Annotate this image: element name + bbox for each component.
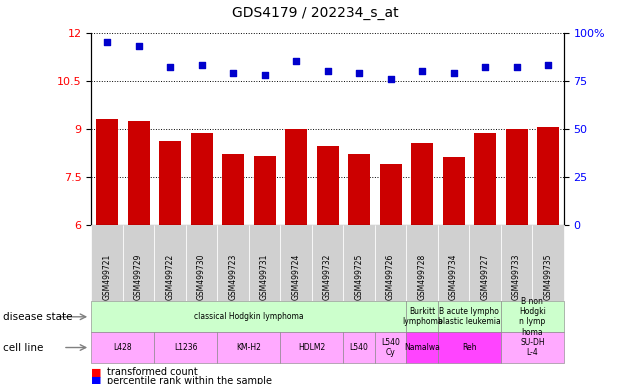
- Point: [291, 58, 301, 65]
- Text: Reh: Reh: [462, 343, 477, 352]
- Point: [323, 68, 333, 74]
- Text: GSM499732: GSM499732: [323, 253, 332, 300]
- Text: L428: L428: [113, 343, 132, 352]
- Text: cell line: cell line: [3, 343, 43, 353]
- Text: L1236: L1236: [174, 343, 198, 352]
- Bar: [253, 156, 276, 225]
- Text: GSM499734: GSM499734: [449, 253, 458, 300]
- Text: disease state: disease state: [3, 312, 72, 322]
- Text: Namalwa: Namalwa: [404, 343, 440, 352]
- Text: classical Hodgkin lymphoma: classical Hodgkin lymphoma: [194, 312, 304, 321]
- Text: GSM499723: GSM499723: [229, 253, 238, 300]
- Point: [449, 70, 459, 76]
- Bar: [443, 157, 465, 225]
- Point: [512, 64, 522, 70]
- Text: transformed count: transformed count: [107, 367, 198, 377]
- Bar: [222, 154, 244, 225]
- Point: [417, 68, 427, 74]
- Point: [480, 64, 490, 70]
- Text: Burkitt
lymphoma: Burkitt lymphoma: [402, 307, 442, 326]
- Text: GSM499725: GSM499725: [355, 253, 364, 300]
- Text: SU-DH
L-4: SU-DH L-4: [520, 338, 545, 357]
- Text: HDLM2: HDLM2: [298, 343, 326, 352]
- Point: [260, 72, 270, 78]
- Text: GSM499722: GSM499722: [166, 253, 175, 300]
- Bar: [285, 129, 307, 225]
- Text: ■: ■: [91, 367, 102, 377]
- Bar: [348, 154, 370, 225]
- Text: GSM499730: GSM499730: [197, 253, 206, 300]
- Bar: [506, 129, 528, 225]
- Text: GSM499724: GSM499724: [292, 253, 301, 300]
- Text: B non
Hodgki
n lymp
homa: B non Hodgki n lymp homa: [519, 297, 546, 337]
- Text: L540: L540: [350, 343, 369, 352]
- Text: GSM499727: GSM499727: [481, 253, 490, 300]
- Text: L540
Cy: L540 Cy: [381, 338, 400, 357]
- Bar: [317, 146, 339, 225]
- Text: GSM499728: GSM499728: [418, 253, 427, 300]
- Bar: [537, 127, 559, 225]
- Point: [165, 64, 175, 70]
- Point: [228, 70, 238, 76]
- Text: GSM499735: GSM499735: [544, 253, 553, 300]
- Bar: [127, 121, 150, 225]
- Point: [386, 76, 396, 82]
- Text: ■: ■: [91, 376, 102, 384]
- Text: B acute lympho
blastic leukemia: B acute lympho blastic leukemia: [438, 307, 501, 326]
- Text: GDS4179 / 202234_s_at: GDS4179 / 202234_s_at: [232, 7, 398, 20]
- Bar: [411, 143, 433, 225]
- Point: [102, 39, 112, 45]
- Bar: [159, 141, 181, 225]
- Text: GSM499731: GSM499731: [260, 253, 269, 300]
- Bar: [379, 164, 402, 225]
- Text: GSM499733: GSM499733: [512, 253, 521, 300]
- Text: GSM499721: GSM499721: [103, 253, 112, 300]
- Bar: [96, 119, 118, 225]
- Point: [354, 70, 364, 76]
- Point: [543, 62, 553, 68]
- Text: GSM499726: GSM499726: [386, 253, 395, 300]
- Text: GSM499729: GSM499729: [134, 253, 143, 300]
- Point: [134, 43, 144, 49]
- Point: [197, 62, 207, 68]
- Bar: [190, 134, 212, 225]
- Bar: [474, 134, 496, 225]
- Text: percentile rank within the sample: percentile rank within the sample: [107, 376, 272, 384]
- Text: KM-H2: KM-H2: [236, 343, 261, 352]
